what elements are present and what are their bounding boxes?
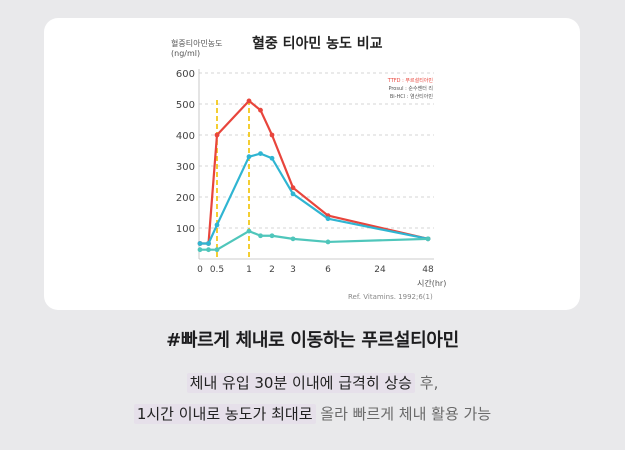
data-point — [214, 132, 220, 138]
y-axis-label-line2: (ng/ml) — [171, 49, 200, 58]
legend: TTFD : 푸르설티아민 Prosul : 순수쎈터 리 Bi-HCl : 염… — [387, 77, 434, 100]
data-point — [325, 239, 331, 245]
data-point — [206, 241, 211, 246]
x-tick-label: 1 — [246, 265, 252, 275]
data-point — [269, 155, 275, 161]
data-point — [425, 236, 431, 242]
legend-entry: Bi-HCl : 염산티아민 — [390, 93, 434, 100]
y-axis-label-line1: 혈중티아민농도 — [171, 38, 223, 48]
x-tick-label: 24 — [374, 265, 386, 275]
x-tick-label: 48 — [422, 265, 434, 275]
y-tick-label: 500 — [176, 100, 195, 111]
data-point — [197, 241, 203, 246]
data-point — [246, 228, 252, 234]
data-point — [206, 247, 211, 253]
series-group — [197, 98, 431, 253]
y-tick-label: 400 — [176, 131, 195, 142]
data-point — [197, 247, 203, 253]
description-text-2: 올라 빠르게 체내 활용 가능 — [315, 405, 492, 423]
y-tick-label: 600 — [176, 69, 195, 80]
data-point — [290, 236, 296, 242]
description-line-1: 체내 유입 30분 이내에 급격히 상승 후, — [0, 372, 625, 393]
data-point — [246, 98, 252, 104]
description-line-2: 1시간 이내로 농도가 최대로 올라 빠르게 체내 활용 가능 — [0, 403, 625, 424]
y-tick-label: 100 — [176, 224, 195, 235]
description-highlight-2: 1시간 이내로 농도가 최대로 — [133, 404, 316, 424]
x-tick-label: 6 — [325, 265, 331, 275]
data-point — [246, 154, 252, 160]
data-point — [269, 233, 275, 239]
chart-card: 혈중티아민농도 (ng/ml) 혈중 티아민 농도 비교 100 200 300 40… — [44, 18, 580, 310]
source-note: Ref. Vitamins. 1992;6(1) — [348, 293, 433, 301]
data-point — [214, 247, 220, 253]
description-highlight-1: 체내 유입 30분 이내에 급격히 상승 — [186, 373, 415, 393]
y-tick-label: 200 — [176, 193, 195, 204]
series-line — [200, 99, 429, 245]
chart-svg: 혈중티아민농도 (ng/ml) 혈중 티아민 농도 비교 100 200 300 40… — [171, 35, 446, 301]
legend-entry: Prosul : 순수쎈터 리 — [388, 85, 433, 92]
data-point — [325, 216, 331, 222]
x-axis-label: 시간(hr) — [417, 278, 446, 288]
x-tick-label: 0.5 — [210, 265, 224, 275]
legend-entry: TTFD : 푸르설티아민 — [387, 77, 434, 84]
data-point — [290, 185, 296, 191]
x-tick-label: 0 — [197, 265, 203, 275]
data-point — [269, 132, 275, 138]
x-tick-label: 2 — [269, 265, 275, 275]
data-point — [258, 151, 263, 157]
description-text-1: 후, — [415, 374, 439, 392]
chart-title: 혈중 티아민 농도 비교 — [252, 35, 383, 52]
axes: 100 200 300 400 500 600 0 0.5 1 2 3 6 24 48 — [176, 69, 434, 275]
data-point — [214, 222, 220, 228]
y-tick-label: 300 — [176, 162, 195, 173]
headline: #빠르게 체내로 이동하는 푸르설티아민 — [166, 330, 459, 351]
data-point — [258, 107, 263, 113]
x-tick-label: 3 — [290, 265, 296, 275]
data-point — [258, 233, 263, 239]
data-point — [290, 191, 296, 197]
series-line — [200, 230, 429, 251]
